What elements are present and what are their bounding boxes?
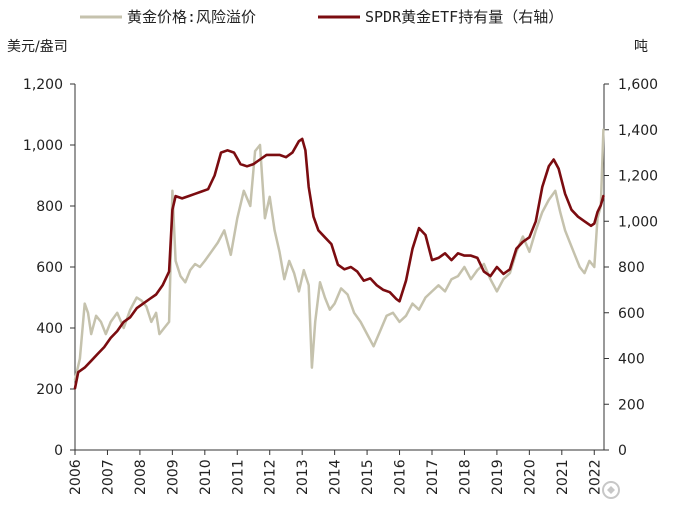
x-tick-label: 2016 [393,459,409,495]
legend: 黄金价格:风险溢价 SPDR黄金ETF持有量（右轴） [80,8,563,26]
legend-gold-label: 黄金价格:风险溢价 [127,8,256,26]
x-tick-label: 2006 [68,459,84,495]
right-tick-label: 1,400 [618,123,658,139]
left-axis-ticks: 0 200 400 600 800 1,000 1,200 [23,77,75,459]
gold-price-line [73,128,605,382]
x-tick-label: 2013 [295,459,311,495]
x-tick-label: 2015 [360,459,376,495]
x-tick-label: 2017 [425,459,441,495]
x-tick-label: 2021 [555,459,571,495]
x-tick-label: 2012 [263,459,279,495]
x-tick-label: 2010 [198,459,214,495]
legend-etf-label: SPDR黄金ETF持有量（右轴） [365,8,563,26]
x-tick-label: 2014 [328,459,344,495]
x-tick-label: 2020 [522,459,538,495]
left-tick-label: 0 [54,443,63,459]
right-axis-ticks: 0 200 400 600 800 1,000 1,200 1,400 1,600 [604,77,658,459]
right-tick-label: 1,000 [618,214,658,230]
right-tick-label: 0 [618,443,627,459]
left-tick-label: 200 [36,382,63,398]
x-tick-label: 2008 [133,459,149,495]
right-tick-label: 1,200 [618,169,658,185]
left-tick-label: 400 [36,321,63,337]
watermark-logo [602,481,620,499]
x-axis-ticks: 2006 2007 2008 2009 2010 2011 2012 2013 2014 2015… [68,450,603,495]
left-axis-unit: 美元/盎司 [7,39,68,55]
left-tick-label: 600 [36,260,63,276]
right-tick-label: 200 [618,397,645,413]
spdr-etf-holdings-line [73,137,605,390]
x-tick-label: 2011 [230,459,246,495]
left-tick-label: 1,000 [23,138,63,154]
x-tick-label: 2022 [587,459,603,495]
watermark-icon-mark [607,486,615,494]
x-tick-label: 2018 [457,459,473,495]
x-tick-label: 2019 [490,459,506,495]
right-tick-label: 800 [618,260,645,276]
right-tick-label: 1,600 [618,77,658,93]
right-axis-unit: 吨 [634,39,648,55]
right-tick-label: 400 [618,352,645,368]
x-tick-label: 2009 [165,459,181,495]
series-layer [73,128,605,390]
left-tick-label: 800 [36,199,63,215]
watermark-icon [602,481,620,499]
x-tick-label: 2007 [100,459,116,495]
left-tick-label: 1,200 [23,77,63,93]
right-tick-label: 600 [618,306,645,322]
